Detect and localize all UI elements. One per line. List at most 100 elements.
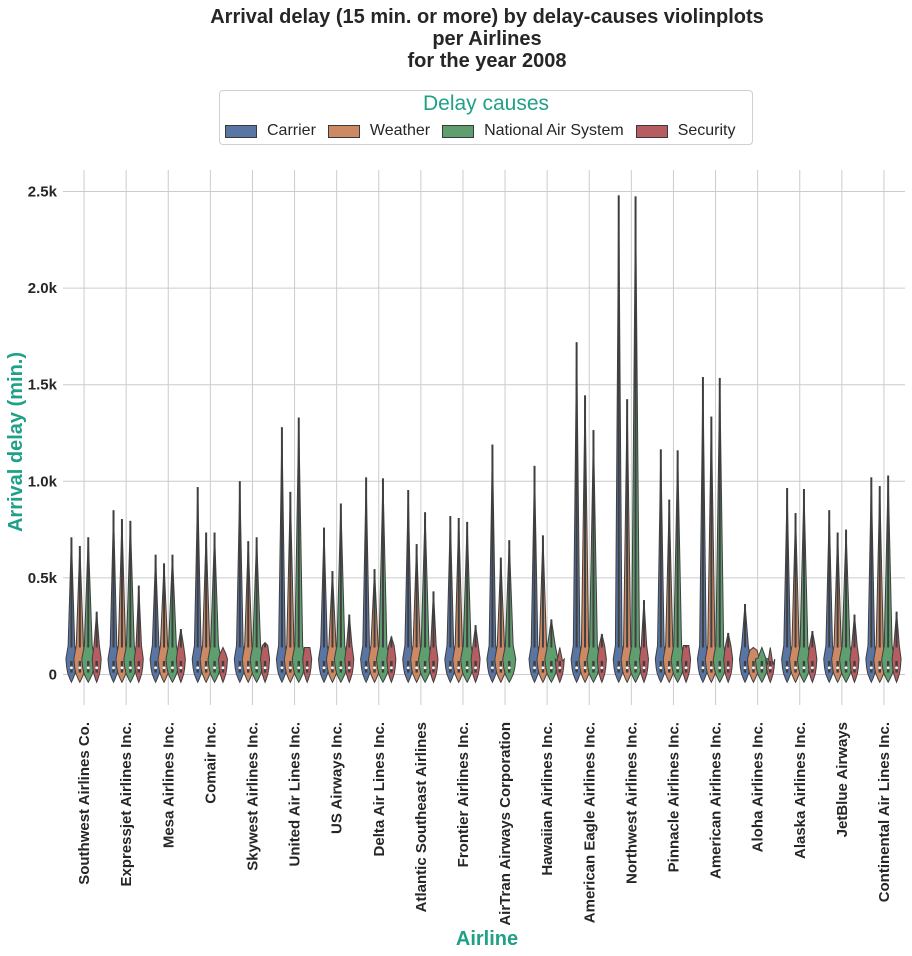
violin-median [474, 666, 477, 670]
violin-median [878, 666, 882, 670]
legend-label-carrier: Carrier [267, 122, 316, 139]
violin-median [432, 666, 435, 670]
x-tick-label: Expressjet Airlines Inc. [118, 722, 135, 887]
violin-carrier [612, 195, 625, 684]
violin-median [743, 666, 747, 670]
violin-median [406, 666, 410, 670]
violin-median [583, 666, 587, 670]
violin-median [221, 666, 225, 670]
violin-median [128, 666, 132, 670]
x-tick-label: Skywest Airlines Inc. [244, 722, 261, 871]
violin-median [701, 666, 705, 670]
violin-security [386, 635, 397, 684]
violin-median [827, 666, 831, 670]
legend-swatch-security [635, 124, 668, 138]
violin-median [592, 666, 595, 670]
violin-median [331, 666, 334, 670]
violin-median [448, 666, 452, 670]
violin-median [760, 666, 764, 670]
violin-body [807, 630, 818, 684]
violin-median [549, 666, 553, 670]
legend-item-carrier: Carrier [225, 122, 316, 140]
violin-carrier [654, 449, 667, 684]
violin-median [171, 666, 174, 670]
x-tick-label: Frontier Airlines Inc. [455, 722, 472, 867]
violin-median [246, 666, 250, 670]
violin-security [723, 632, 734, 684]
violin-median [213, 666, 216, 670]
violin-median [625, 666, 629, 670]
x-tick-label: United Air Lines Inc. [287, 722, 304, 866]
legend-item-national-air-system: National Air System [442, 122, 624, 140]
violin-carrier [486, 444, 499, 684]
violin-median [507, 666, 511, 670]
legend-label-weather: Weather [369, 122, 431, 139]
violin-median [895, 666, 898, 670]
violin-body [344, 614, 355, 684]
legend-item-security: Security [635, 122, 736, 140]
violin-median [364, 666, 368, 670]
violin-carrier [275, 427, 288, 684]
violin-median [575, 666, 579, 670]
violin-security [891, 611, 902, 684]
violin-median [667, 666, 671, 670]
violin-security [428, 591, 439, 684]
violin-body [386, 635, 397, 684]
violin-median [179, 666, 183, 670]
x-tick-label: Delta Air Lines Inc. [371, 722, 388, 856]
violin-median [768, 666, 772, 670]
violin-plots [65, 195, 902, 684]
violin-median [853, 666, 856, 670]
violin-security [681, 645, 692, 684]
violin-median [415, 666, 419, 670]
violin-weather [662, 499, 676, 684]
violin-median [491, 666, 494, 670]
x-tick-label: Pinnacle Airlines Inc. [665, 722, 682, 872]
violin-security [302, 646, 313, 684]
violin-median [676, 666, 680, 670]
violin-median [112, 666, 115, 670]
violin-median [802, 666, 806, 670]
violin-security [217, 646, 228, 684]
violin-median [423, 666, 427, 670]
violin-body [596, 633, 607, 684]
chart-title: Arrival delay (15 min. or more) by delay… [210, 6, 764, 72]
violin-median [339, 666, 343, 670]
violin-body [175, 629, 186, 684]
legend-swatch-weather [327, 124, 360, 138]
legend-items: Carrier Weather National Air System Secu… [225, 122, 747, 140]
violin-security [554, 647, 565, 684]
violin-median [533, 666, 536, 670]
violin-median [794, 666, 797, 670]
violin-median [297, 666, 301, 670]
violin-median [869, 666, 873, 670]
violin-median [844, 666, 848, 670]
violin-national-air-system [839, 529, 854, 684]
violin-median [457, 666, 461, 670]
legend-title: Delay causes [422, 92, 550, 115]
violin-median [558, 666, 562, 670]
legend-label-security: Security [677, 122, 736, 139]
violin-weather [410, 544, 424, 684]
chart-title-line-3: for the year 2008 [408, 50, 567, 72]
violin-median [541, 666, 545, 670]
x-tick-label: Aloha Airlines Inc. [750, 722, 767, 852]
violin-weather [241, 541, 255, 684]
violin-median [322, 666, 326, 670]
violin-median [465, 666, 469, 670]
violin-national-air-system [123, 520, 138, 684]
violin-median [785, 666, 789, 670]
violin-median [305, 666, 309, 670]
violin-median [634, 666, 637, 670]
violin-median [162, 666, 166, 670]
x-tick-label: AirTran Airways Corporation [497, 722, 514, 926]
violin-median [642, 666, 646, 670]
violin-carrier [402, 489, 415, 684]
violin-security [344, 614, 355, 684]
violin-median [600, 666, 604, 670]
grid-lines [63, 170, 905, 705]
x-axis-label: Airline [456, 928, 518, 950]
violin-median [886, 666, 890, 670]
x-tick-label: American Airlines Inc. [708, 722, 725, 879]
